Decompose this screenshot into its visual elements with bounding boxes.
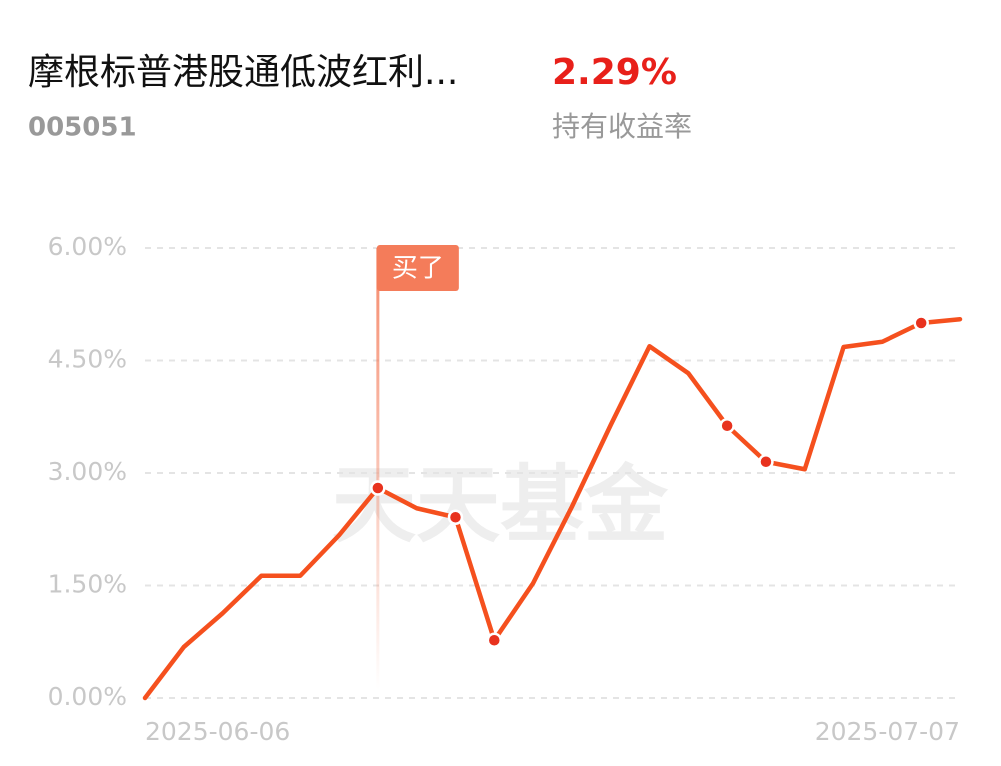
fund-code: 005051 — [28, 113, 137, 143]
point-dot — [913, 315, 929, 331]
buy-flag — [376, 245, 459, 291]
y-tick-label: 6.00% — [48, 232, 127, 261]
y-tick-label: 1.50% — [48, 570, 127, 599]
buy-flag-label: 买了 — [392, 254, 444, 284]
point-dot — [370, 480, 386, 496]
point-dot — [447, 509, 464, 525]
x-tick-label: 2025-07-07 — [815, 717, 960, 746]
y-tick-label: 3.00% — [48, 457, 127, 486]
x-tick-label: 2025-06-06 — [145, 717, 290, 746]
fund-title: 摩根标普港股通低波红利... — [28, 52, 458, 93]
y-tick-label: 4.50% — [48, 345, 127, 374]
point-dot — [486, 632, 503, 648]
return-label: 持有收益率 — [552, 110, 692, 143]
point-dot — [758, 454, 774, 470]
y-tick-label: 0.00% — [48, 682, 127, 711]
buy-flag-pole — [376, 248, 380, 690]
return-line — [142, 317, 963, 701]
return-value: 2.29% — [552, 52, 677, 93]
watermark: 天天基金 — [332, 455, 669, 554]
point-dot — [719, 418, 735, 434]
